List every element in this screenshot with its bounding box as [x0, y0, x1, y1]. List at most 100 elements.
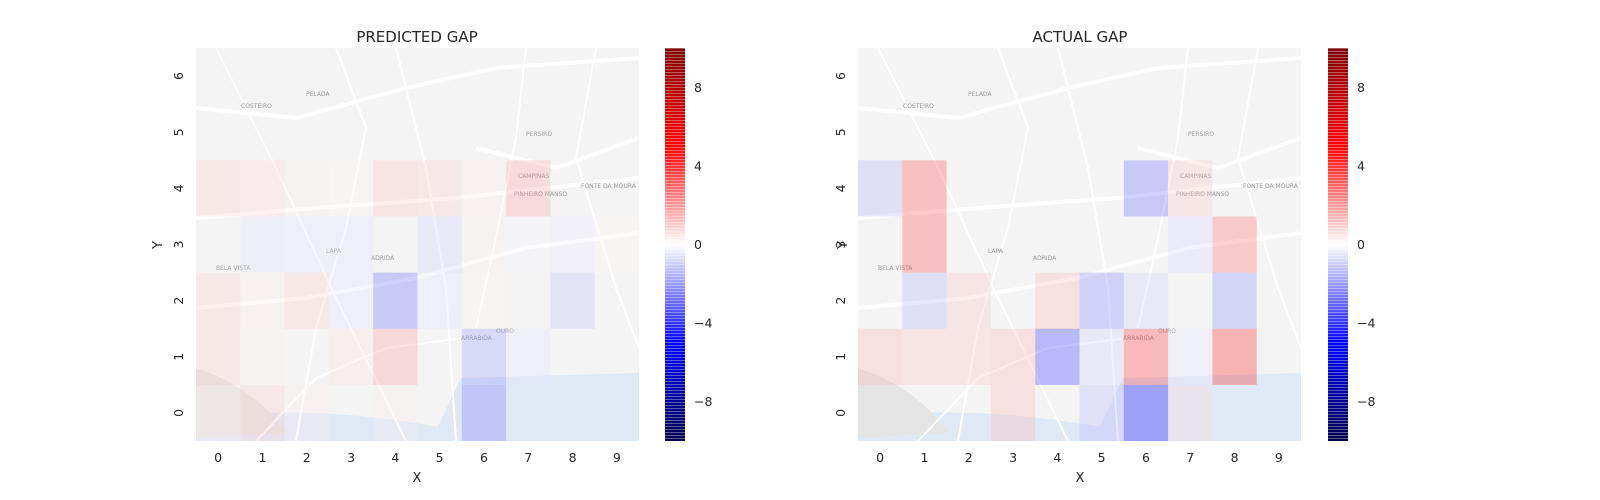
map-label: COSTEIRO: [903, 103, 934, 110]
x-tick-label: 9: [1275, 450, 1283, 465]
predicted-gap-panel: PREDICTED GAP COSTEIRO PELADA PERSIRO CAMPI…: [151, 28, 712, 486]
map-label: CAMPINAS: [518, 173, 549, 180]
heatmap-cell: [240, 160, 285, 217]
heatmap-cell: [1035, 272, 1080, 329]
map-label: FONTE DA MOURA: [581, 183, 637, 190]
actual-gap-panel: ACTUAL GAP COSTEIRO PELADA PERSIRO CAMPINAS…: [833, 28, 1375, 486]
chart-title: PREDICTED GAP: [356, 28, 477, 46]
map-road: [196, 176, 639, 220]
heatmap-cell: [1123, 384, 1169, 441]
colorbar-tick-label: −4: [694, 316, 712, 331]
map-label: COSTEIRO: [241, 103, 272, 110]
x-tick-label: 3: [347, 450, 355, 465]
heatmap-cell: [990, 384, 1036, 441]
colorbar-ticks: 8 4 0 −4 −8: [694, 80, 712, 409]
map-label: BELA VISTA: [878, 265, 913, 272]
map-hill: [858, 368, 948, 438]
heatmap-cell: [328, 160, 374, 217]
map-road: [255, 337, 467, 441]
heatmap-cell: [284, 384, 329, 441]
y-tick-label: 1: [833, 353, 848, 361]
x-tick-label: 3: [1009, 450, 1017, 465]
heatmap-cell: [240, 272, 285, 329]
heatmap-cell: [417, 216, 462, 273]
map-road: [196, 231, 639, 310]
x-tick-label: 6: [1142, 450, 1150, 465]
map-road: [1137, 136, 1301, 171]
y-tick-label: 3: [171, 241, 186, 249]
x-tick-label: 7: [524, 450, 532, 465]
heatmap-cell: [1079, 328, 1124, 385]
x-tick-label: 6: [480, 450, 488, 465]
map-road: [215, 48, 407, 441]
colorbar-stripes: [665, 48, 685, 441]
y-tick-label: 3: [833, 241, 848, 249]
x-axis-label: X: [413, 471, 422, 486]
map-label: PERSIRO: [526, 131, 552, 138]
map-label: OURO: [1158, 328, 1176, 335]
heatmap-cell: [328, 216, 374, 273]
colorbar-stripes: [1328, 48, 1348, 441]
x-tick-label: 1: [920, 450, 928, 465]
colorbar-tick-label: 0: [1357, 237, 1365, 252]
map-road: [957, 48, 1030, 441]
heatmap-cell: [506, 216, 551, 273]
map-label: LAPA: [326, 248, 342, 255]
map-road: [858, 56, 1301, 121]
colorbar-tick-label: 4: [1357, 158, 1365, 173]
y-tick-label: 0: [171, 409, 186, 417]
map-road: [1137, 48, 1189, 329]
colorbar-tick-label: 8: [1357, 80, 1365, 95]
colorbar-tick-label: −4: [1357, 316, 1375, 331]
heatmap-cell: [506, 328, 551, 385]
y-tick-label: 5: [833, 128, 848, 136]
map-road: [858, 176, 1301, 220]
heatmap-cell: [1212, 216, 1257, 273]
heatmap-cell: [461, 160, 507, 217]
heatmap-cell: [946, 272, 991, 329]
heatmap-cells: [196, 160, 639, 441]
y-tick-label: 6: [833, 72, 848, 80]
map-road: [475, 136, 639, 171]
y-tick-label: 1: [171, 353, 186, 361]
colorbar-tick-label: −8: [694, 394, 712, 409]
map-background: COSTEIRO PELADA PERSIRO CAMPINAS PINHEIRO MA…: [858, 48, 1301, 441]
map-water: [1093, 373, 1301, 441]
map-road: [475, 48, 527, 329]
heatmap-cell: [902, 272, 947, 329]
heatmap-cell: [902, 160, 947, 217]
y-tick-label: 4: [833, 184, 848, 192]
y-tick-label: 2: [171, 297, 186, 305]
heatmap-cell: [858, 328, 903, 385]
map-label: PINHEIRO MANSO: [1176, 191, 1229, 198]
heatmap-cell: [284, 216, 329, 273]
heatmap-cell: [284, 272, 329, 329]
x-axis-label: X: [1076, 471, 1085, 486]
map-background: COSTEIRO PELADA PERSIRO CAMPINAS PINHEIRO MA…: [196, 48, 639, 441]
map-label: PELADA: [968, 91, 993, 98]
colorbar-tick-label: 0: [694, 237, 702, 252]
map-road: [1236, 48, 1301, 349]
heatmap-cell: [902, 216, 947, 273]
map-label: LAPA: [988, 248, 1004, 255]
map-label: CAMPINAS: [1180, 173, 1211, 180]
map-road: [395, 48, 457, 441]
y-ticks: 0 1 2 3 4 5 6: [833, 72, 848, 417]
x-tick-label: 2: [965, 450, 973, 465]
heatmap-cell: [328, 328, 374, 385]
map-label: PERSIRO: [1188, 131, 1214, 138]
heatmap-cell: [1079, 384, 1124, 441]
y-ticks: 0 1 2 3 4 5 6: [171, 72, 186, 417]
heatmap-cell: [1123, 160, 1169, 217]
heatmap-cell: [1035, 328, 1080, 385]
x-tick-label: 4: [391, 450, 399, 465]
colorbar-tick-label: 8: [694, 80, 702, 95]
x-ticks: 0 1 2 3 4 5 6 7 8 9: [876, 450, 1283, 465]
heatmap-cell: [1123, 328, 1169, 385]
map-water: [431, 373, 639, 441]
heatmap-cell: [1212, 272, 1257, 329]
y-tick-label: 6: [171, 72, 186, 80]
map-label: BELA VISTA: [216, 265, 251, 272]
heatmap-cell: [461, 384, 507, 441]
